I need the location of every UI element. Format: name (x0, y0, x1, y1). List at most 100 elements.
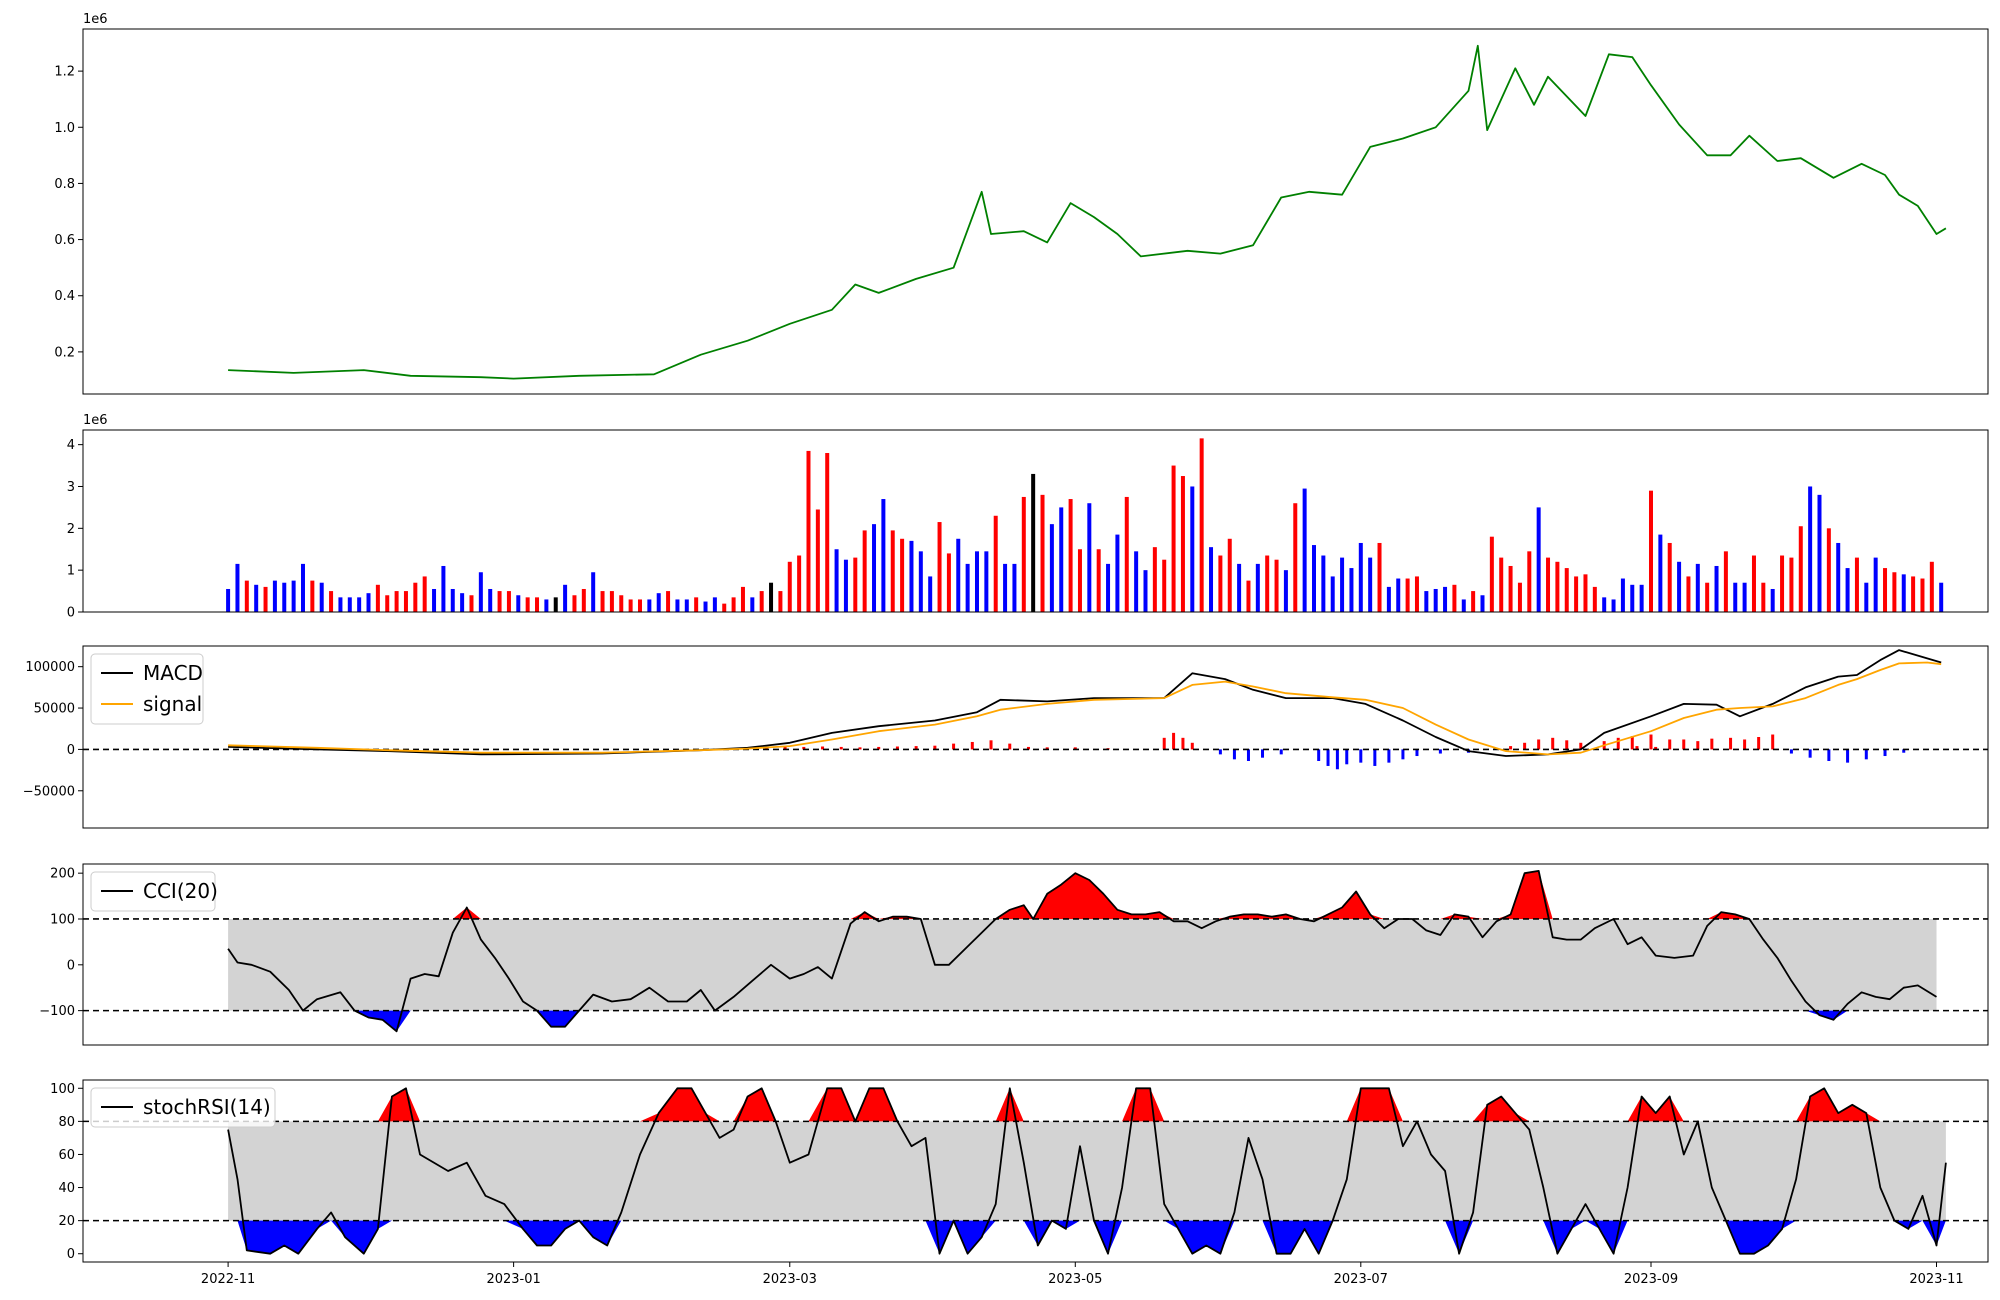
macd-axes-frame (82, 645, 1989, 829)
stochrsi-neutral-band (228, 1121, 1946, 1221)
cci-series-line-0 (227, 870, 1937, 1033)
panel-stochrsi: 0 20 40 60 80 100 stochRSI(14) (50, 1079, 1989, 1263)
volume-bar (1255, 563, 1260, 612)
volume-bar (1180, 476, 1185, 612)
volume-bar (488, 588, 493, 612)
macd-histogram-bar (1630, 736, 1634, 750)
volume-bar (1171, 465, 1176, 612)
volume-bar (778, 591, 783, 612)
volume-bar (1452, 584, 1457, 612)
volume-bar (703, 601, 708, 612)
macd-histogram-bar (1261, 749, 1265, 758)
volume-bar (1162, 559, 1167, 612)
volume-bar (1761, 582, 1766, 612)
volume-axes-frame (82, 429, 1989, 613)
macd-histogram-bar (1279, 749, 1283, 755)
volume-bar (694, 597, 699, 612)
volume-bar (900, 538, 905, 612)
macd-histogram-bar (1190, 742, 1194, 750)
macd-histogram-bar (858, 747, 862, 750)
volume-bar (319, 582, 324, 612)
y-tick-label: 50000 (34, 702, 75, 717)
volume-bar (731, 597, 736, 612)
macd-histogram-bar (877, 746, 881, 750)
macd-histogram-bar (952, 743, 956, 750)
volume-bar (1199, 438, 1204, 612)
macd-histogram-bar (1883, 749, 1887, 757)
volume-bar (1714, 565, 1719, 612)
y-tick-label: 0.8 (54, 177, 75, 192)
axis-offset-label: 1e6 (83, 12, 108, 27)
volume-plot-area (226, 438, 1944, 612)
volume-bar (946, 553, 951, 612)
volume-bar (553, 597, 558, 612)
macd-histogram-bar (1326, 749, 1330, 766)
macd-histogram-bar (1523, 742, 1527, 750)
volume-bar (872, 524, 877, 612)
volume-bar (1742, 582, 1747, 612)
macd-histogram-bar (821, 746, 825, 750)
macd-histogram-bar (1232, 749, 1236, 760)
legend-box (90, 653, 204, 725)
volume-bar (656, 593, 661, 612)
volume-bar (1311, 545, 1316, 612)
macd-histogram-bar (1438, 749, 1442, 754)
volume-bar (1096, 549, 1101, 612)
volume-bar (1695, 563, 1700, 612)
volume-bar (853, 557, 858, 612)
volume-bar (1190, 486, 1195, 612)
volume-bar (1396, 578, 1401, 612)
volume-bar (1620, 578, 1625, 612)
volume-bar (1929, 561, 1934, 612)
volume-bar (1911, 576, 1916, 612)
macd-histogram-bar (1537, 739, 1541, 750)
x-tick-label: 2023-03 (763, 1272, 817, 1287)
macd-histogram-bar (1579, 742, 1583, 750)
volume-bar (394, 591, 399, 612)
volume-bar (956, 538, 961, 612)
volume-bar (806, 450, 811, 612)
volume-bar (1358, 542, 1363, 612)
y-tick-label: 0 (67, 1247, 75, 1262)
volume-bar (460, 593, 465, 612)
y-tick-label: −100 (39, 1004, 75, 1019)
x-tick-label: 2023-09 (1624, 1272, 1678, 1287)
stochrsi-oversold-fill (228, 1220, 1946, 1254)
y-tick-label: 3 (67, 480, 75, 495)
x-tick-label: 2023-01 (486, 1272, 540, 1287)
macd-histogram-bar (802, 746, 806, 750)
volume-bar (1330, 576, 1335, 612)
volume-bar (497, 591, 502, 612)
volume-bar (244, 580, 249, 612)
volume-bar (1920, 578, 1925, 612)
volume-bar (1517, 582, 1522, 612)
macd-histogram-bar (1172, 732, 1176, 750)
macd-histogram-bar (1026, 746, 1030, 750)
macd-histogram-bar (1181, 737, 1185, 750)
volume-bar (740, 586, 745, 612)
macd-histogram-bar (1729, 737, 1733, 750)
volume-bar (263, 586, 268, 612)
volume-bar (1414, 576, 1419, 612)
volume-bar (1218, 555, 1223, 612)
volume-bar (1227, 538, 1232, 612)
volume-bar (1489, 536, 1494, 612)
volume-bar (1480, 595, 1485, 612)
legend-label: signal (143, 692, 202, 716)
macd-histogram-bar (1218, 749, 1222, 755)
x-tick-label: 2022-11 (201, 1272, 255, 1287)
legend-label: stochRSI(14) (143, 1095, 271, 1119)
volume-bar (1845, 568, 1850, 612)
macd-histogram-bar (783, 746, 787, 750)
volume-bar (1854, 557, 1859, 612)
y-tick-label: 2 (67, 522, 75, 537)
volume-bar (1143, 570, 1148, 612)
volume-bar (797, 555, 802, 612)
volume-bar (1087, 503, 1092, 612)
cci-plot-area (83, 870, 1988, 1033)
volume-bar (1536, 507, 1541, 612)
volume-bar (928, 576, 933, 612)
cci-overbought-fill (228, 870, 1937, 919)
y-tick-label: 20 (58, 1214, 75, 1229)
volume-bar (843, 559, 848, 612)
